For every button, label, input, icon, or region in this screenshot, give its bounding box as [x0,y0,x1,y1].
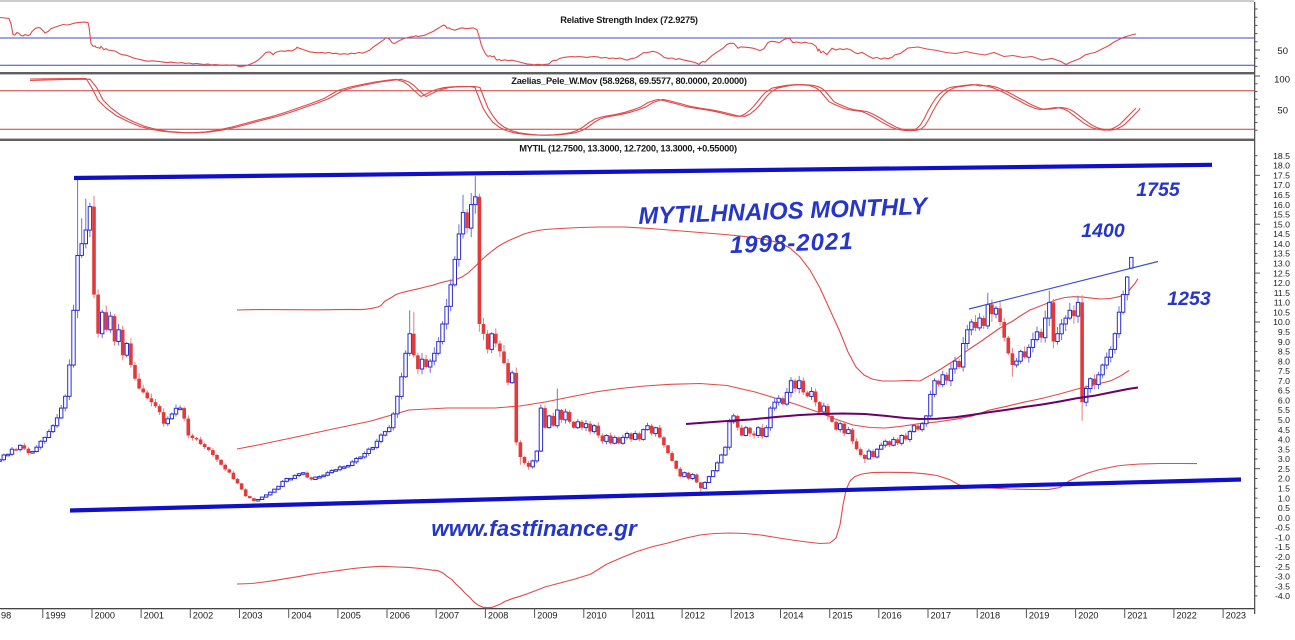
svg-text:2000: 2000 [95,611,115,621]
svg-text:1.5: 1.5 [1278,484,1290,494]
svg-text:2006: 2006 [390,611,410,621]
svg-text:15.0: 15.0 [1273,219,1290,229]
svg-text:2.5: 2.5 [1278,464,1290,474]
svg-text:8.0: 8.0 [1278,356,1290,366]
svg-text:2004: 2004 [291,611,311,621]
svg-text:8.5: 8.5 [1278,347,1290,357]
svg-text:-1.0: -1.0 [1275,532,1290,542]
svg-text:1755: 1755 [1136,179,1181,201]
svg-text:12.0: 12.0 [1273,278,1290,288]
svg-text:1999: 1999 [45,611,65,621]
svg-text:2016: 2016 [881,611,901,621]
svg-text:-0.5: -0.5 [1275,523,1290,533]
svg-text:-2.0: -2.0 [1275,552,1290,562]
svg-text:2017: 2017 [931,611,951,621]
svg-text:14.0: 14.0 [1273,239,1290,249]
svg-text:7.5: 7.5 [1278,366,1290,376]
svg-text:50: 50 [1277,106,1288,117]
svg-text:1253: 1253 [1167,288,1211,310]
svg-text:0.0: 0.0 [1278,513,1290,523]
svg-text:9.5: 9.5 [1278,327,1290,337]
svg-text:2021: 2021 [1127,611,1147,621]
svg-text:16.0: 16.0 [1273,200,1290,210]
svg-text:6.5: 6.5 [1278,386,1290,396]
svg-text:16.5: 16.5 [1273,190,1290,200]
svg-text:13.0: 13.0 [1273,259,1290,269]
svg-text:2023: 2023 [1226,611,1246,621]
svg-text:5.0: 5.0 [1278,415,1290,425]
svg-text:2003: 2003 [242,611,262,621]
svg-text:2001: 2001 [144,611,164,621]
svg-text:5.5: 5.5 [1278,405,1290,415]
svg-text:2008: 2008 [488,611,508,621]
svg-text:17.0: 17.0 [1273,180,1290,190]
svg-text:2010: 2010 [586,611,606,621]
svg-text:2018: 2018 [980,611,1000,621]
svg-text:-1.5: -1.5 [1275,542,1290,552]
svg-text:9.0: 9.0 [1278,337,1290,347]
svg-text:2014: 2014 [783,611,803,621]
svg-text:50: 50 [1277,46,1288,57]
svg-text:MYTIL (12.7500, 13.3000, 12.72: MYTIL (12.7500, 13.3000, 12.7200, 13.300… [519,144,737,154]
svg-text:2020: 2020 [1078,611,1098,621]
svg-text:1998-2021: 1998-2021 [729,228,854,259]
svg-text:11.5: 11.5 [1274,288,1290,298]
svg-text:-4.0: -4.0 [1275,591,1290,601]
svg-text:4.0: 4.0 [1278,435,1290,445]
svg-text:1400: 1400 [1081,220,1125,242]
svg-text:Relative Strength Index (72.92: Relative Strength Index (72.9275) [560,15,698,25]
svg-text:12.5: 12.5 [1273,268,1290,278]
svg-text:15.5: 15.5 [1273,210,1290,220]
svg-text:-2.5: -2.5 [1275,562,1290,572]
svg-text:2007: 2007 [439,611,459,621]
svg-text:18.5: 18.5 [1273,151,1290,161]
svg-text:www.fastfinance.gr: www.fastfinance.gr [431,516,638,541]
svg-text:14.5: 14.5 [1273,229,1290,239]
svg-text:2015: 2015 [832,611,852,621]
svg-text:2022: 2022 [1176,611,1196,621]
svg-text:Zaelias_Pele_W.Mov (58.9268, 6: Zaelias_Pele_W.Mov (58.9268, 69.5577, 80… [511,76,747,86]
svg-text:2012: 2012 [685,611,705,621]
svg-text:3.5: 3.5 [1278,444,1290,454]
svg-text:10.0: 10.0 [1273,317,1290,327]
svg-text:2019: 2019 [1029,611,1049,621]
svg-text:-3.5: -3.5 [1275,581,1290,591]
svg-text:0.5: 0.5 [1278,503,1290,513]
svg-text:2002: 2002 [193,611,213,621]
svg-text:3.0: 3.0 [1278,454,1290,464]
svg-text:10.5: 10.5 [1273,307,1290,317]
svg-text:18.0: 18.0 [1273,161,1290,171]
svg-text:17.5: 17.5 [1273,171,1290,181]
svg-text:13.5: 13.5 [1273,249,1290,259]
svg-text:11.0: 11.0 [1274,298,1290,308]
svg-text:2011: 2011 [635,611,655,621]
svg-text:-3.0: -3.0 [1275,572,1290,582]
svg-text:100: 100 [1274,75,1290,86]
svg-text:98: 98 [1,611,11,621]
svg-text:4.5: 4.5 [1278,425,1290,435]
svg-text:2.0: 2.0 [1278,474,1290,484]
svg-text:1.0: 1.0 [1278,493,1290,503]
svg-text:7.0: 7.0 [1278,376,1290,386]
svg-text:6.0: 6.0 [1278,396,1290,406]
svg-text:2009: 2009 [537,611,557,621]
svg-text:2013: 2013 [734,611,754,621]
svg-text:2005: 2005 [340,611,360,621]
